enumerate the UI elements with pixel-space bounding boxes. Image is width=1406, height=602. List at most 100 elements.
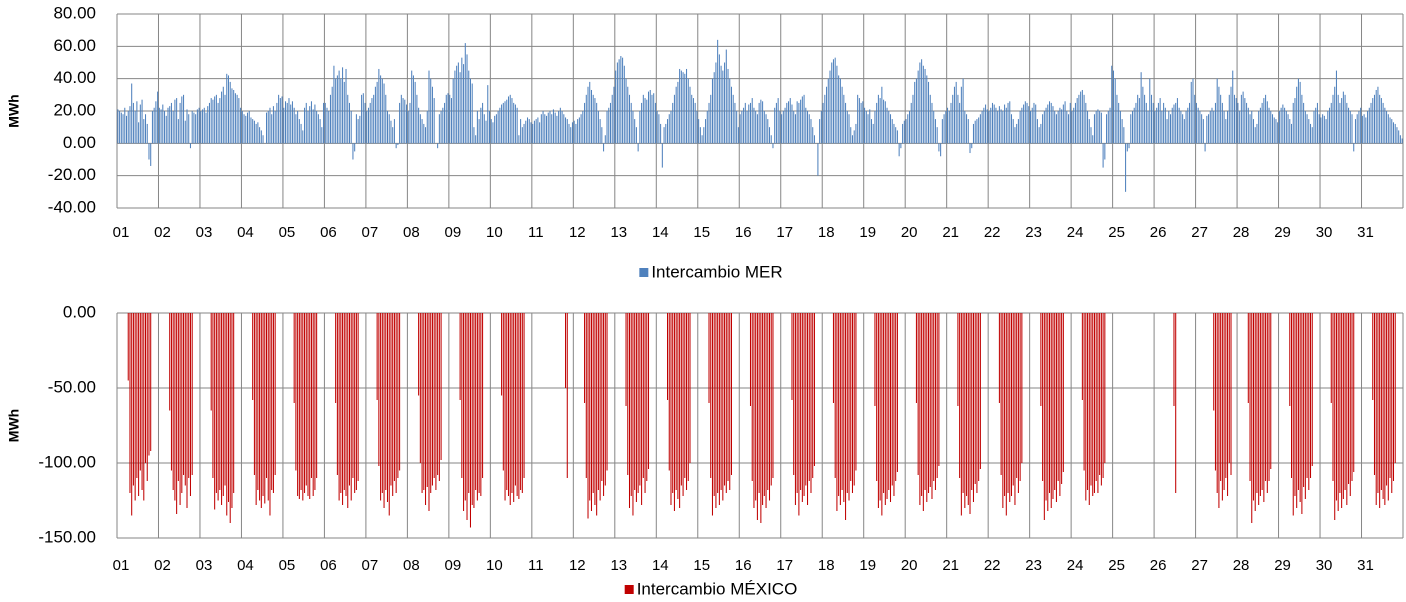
bar: [794, 313, 796, 505]
bar: [940, 143, 942, 157]
bar: [390, 313, 392, 486]
bar: [931, 313, 933, 499]
bar: [366, 111, 368, 144]
bar: [884, 101, 886, 144]
bar: [962, 313, 964, 493]
x-tick-label: 28: [1233, 224, 1250, 241]
x-tick-label: 06: [320, 224, 337, 241]
bar: [1016, 123, 1018, 144]
bar: [794, 114, 796, 144]
bar: [699, 127, 701, 144]
bar: [1237, 102, 1239, 144]
bar: [922, 65, 924, 144]
bar: [177, 313, 179, 481]
bar: [1185, 111, 1187, 144]
bar: [556, 115, 558, 144]
bar: [566, 119, 568, 144]
bar: [834, 57, 836, 144]
bar: [838, 75, 840, 144]
bar: [832, 59, 834, 144]
x-tick-label: 05: [279, 224, 296, 241]
bar: [165, 115, 167, 144]
bar: [276, 102, 278, 144]
x-tick-label: 23: [1025, 557, 1042, 574]
bar: [1339, 313, 1341, 493]
bar: [1204, 143, 1206, 152]
bar: [169, 106, 171, 144]
bar: [461, 57, 463, 144]
bar: [1059, 313, 1061, 496]
bar: [641, 313, 643, 505]
bar: [1306, 114, 1308, 144]
bar: [274, 111, 276, 144]
bar: [950, 102, 952, 144]
bar: [393, 119, 395, 144]
bar: [131, 313, 133, 516]
bar: [1163, 102, 1165, 144]
bar: [139, 104, 141, 144]
bar: [122, 114, 124, 144]
bar: [304, 107, 306, 144]
bar: [803, 94, 805, 144]
bar: [642, 313, 644, 478]
bar: [355, 114, 357, 144]
bar: [253, 120, 255, 144]
x-tick-label: 03: [196, 224, 213, 241]
bar: [367, 107, 370, 144]
bar: [419, 114, 421, 144]
bar: [514, 104, 516, 144]
bar: [224, 313, 226, 486]
bar: [1175, 313, 1177, 493]
bar: [660, 123, 662, 144]
bar: [288, 98, 290, 144]
bar: [438, 313, 440, 481]
bar: [1042, 313, 1044, 481]
bar: [653, 93, 655, 144]
bar: [1049, 313, 1051, 493]
bar: [620, 56, 622, 144]
bar: [1007, 313, 1009, 493]
bar: [191, 111, 193, 144]
bar: [974, 313, 976, 484]
x-tick-label: 07: [362, 557, 379, 574]
bar: [962, 78, 964, 144]
bar: [267, 313, 269, 501]
bar: [798, 313, 800, 516]
bar: [1057, 111, 1059, 144]
bar: [179, 313, 181, 505]
bar: [1284, 107, 1286, 144]
bar: [342, 313, 344, 505]
bar: [164, 111, 166, 144]
bar: [895, 313, 897, 481]
bar: [1394, 123, 1396, 144]
bar: [385, 313, 387, 490]
bar: [888, 111, 890, 144]
bar: [255, 123, 257, 144]
bar: [129, 313, 131, 493]
bar: [440, 111, 442, 144]
bar: [509, 94, 511, 144]
bar: [390, 120, 392, 144]
bar: [533, 120, 535, 144]
bar: [421, 119, 423, 144]
bar: [1258, 111, 1260, 144]
bar: [483, 114, 485, 144]
bar: [964, 111, 966, 144]
bar: [309, 106, 311, 144]
bar: [1259, 107, 1261, 144]
bar: [749, 313, 752, 406]
bar: [1009, 313, 1011, 502]
bar: [829, 70, 831, 144]
bar: [146, 313, 148, 481]
bar: [679, 68, 681, 144]
bar: [535, 119, 537, 144]
bar: [459, 313, 461, 400]
bar: [1201, 114, 1203, 144]
bar: [938, 313, 940, 466]
bar: [371, 98, 373, 144]
bar: [803, 313, 805, 496]
bar: [272, 313, 274, 493]
bar: [274, 313, 276, 475]
bar: [941, 119, 943, 144]
bar: [1099, 313, 1101, 475]
